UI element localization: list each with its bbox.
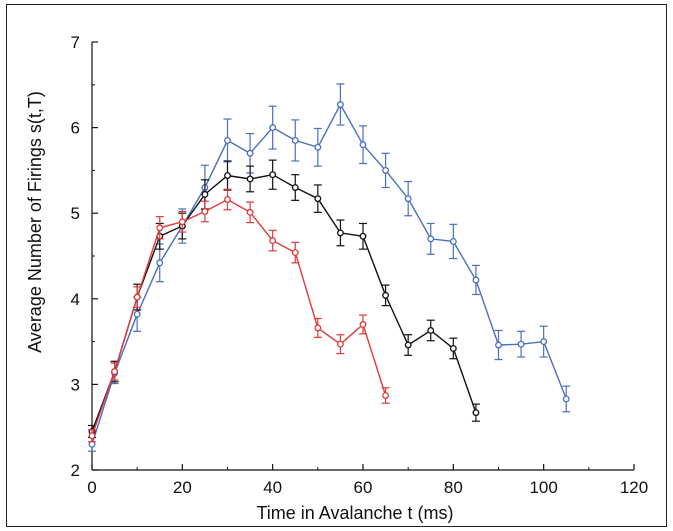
- data-point: [269, 124, 277, 132]
- data-point: [359, 141, 367, 149]
- data-point: [111, 368, 119, 376]
- data-point: [156, 224, 164, 232]
- y-tick-label: 7: [71, 33, 80, 52]
- data-point: [133, 293, 141, 301]
- data-point: [336, 340, 344, 348]
- x-tick-label: 40: [263, 478, 282, 497]
- x-tick-label: 80: [444, 478, 463, 497]
- data-point: [314, 195, 322, 203]
- x-tick-label: 100: [529, 478, 557, 497]
- data-point: [224, 136, 231, 144]
- x-tick-label: 120: [620, 478, 648, 497]
- series-3: [88, 188, 390, 443]
- series-line: [91, 198, 387, 437]
- data-point: [359, 232, 367, 240]
- y-tick-label: 2: [71, 461, 80, 480]
- y-axis-title: Average Number of Firings s(t,T): [25, 91, 45, 353]
- series-2: [88, 159, 480, 439]
- data-point: [291, 249, 299, 257]
- data-point: [88, 432, 96, 440]
- data-point: [246, 175, 254, 183]
- data-point: [472, 409, 480, 417]
- data-point: [404, 341, 412, 349]
- data-point: [314, 143, 322, 151]
- data-point: [224, 196, 231, 203]
- axes: 0 20 40 60 80 100 120 2 3 4 5 6 7: [71, 33, 649, 497]
- data-point: [336, 229, 344, 237]
- data-point: [472, 276, 480, 284]
- data-point: [495, 341, 502, 349]
- chart-frame: 0 20 40 60 80 100 120 2 3 4 5 6 7 Time in Avalanche …: [6, 4, 667, 527]
- data-point: [336, 101, 344, 108]
- data-point: [382, 166, 390, 174]
- y-tick-label: 3: [71, 375, 80, 394]
- data-point: [562, 395, 570, 403]
- x-tick-label: 0: [87, 478, 96, 497]
- data-point: [291, 136, 299, 144]
- data-point: [449, 344, 457, 352]
- data-point: [178, 218, 186, 226]
- data-point: [269, 237, 277, 245]
- data-point: [314, 324, 322, 332]
- data-point: [291, 184, 299, 191]
- y-tick-label: 5: [71, 204, 80, 223]
- data-point: [404, 195, 412, 203]
- data-point: [156, 259, 164, 267]
- data-point: [382, 291, 390, 299]
- x-tick-label: 20: [173, 478, 192, 497]
- data-point: [449, 237, 457, 245]
- data-point: [246, 208, 254, 216]
- data-point: [540, 338, 548, 346]
- data-point: [427, 327, 435, 334]
- y-tick-label: 4: [71, 290, 80, 309]
- y-tick-label: 6: [71, 119, 80, 138]
- series-1: [88, 83, 571, 452]
- data-point: [427, 235, 435, 243]
- series-layer: [88, 83, 571, 452]
- data-point: [201, 190, 209, 198]
- series-line: [91, 103, 567, 445]
- data-point: [269, 171, 277, 179]
- x-tick-label: 60: [354, 478, 373, 497]
- data-point: [88, 440, 96, 448]
- data-point: [201, 208, 209, 215]
- series-line: [91, 173, 477, 432]
- x-axis-title: Time in Avalanche t (ms): [256, 503, 453, 523]
- data-point: [517, 340, 525, 348]
- data-point: [224, 172, 231, 179]
- data-point: [246, 149, 254, 157]
- data-point: [133, 310, 141, 318]
- data-point: [382, 392, 390, 399]
- data-point: [359, 321, 367, 328]
- line-chart: 0 20 40 60 80 100 120 2 3 4 5 6 7 Time in Avalanche …: [25, 33, 649, 523]
